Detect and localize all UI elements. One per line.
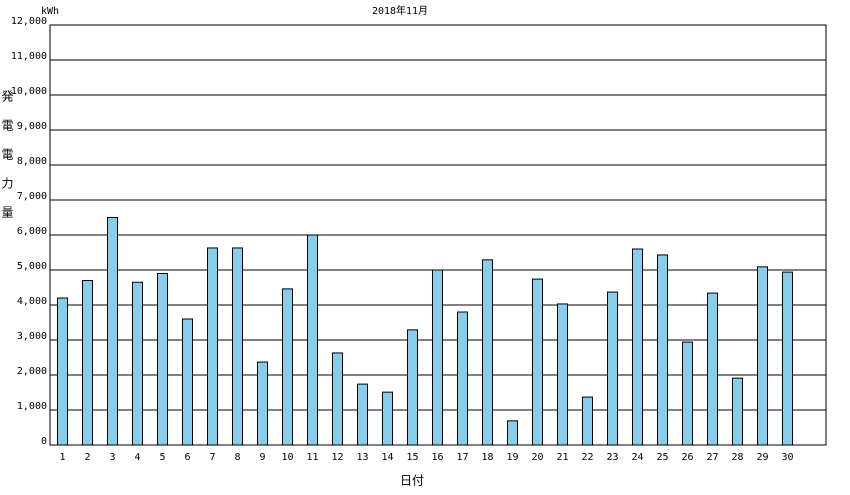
y-tick-label: 12,000: [11, 16, 47, 27]
x-tick-label: 7: [209, 452, 215, 463]
y-tick-label: 6,000: [17, 226, 47, 237]
x-tick-label: 25: [656, 452, 668, 463]
x-tick-label: 8: [234, 452, 240, 463]
y-tick-label: 8,000: [17, 156, 47, 167]
x-tick-label: 6: [184, 452, 190, 463]
bar: [582, 396, 593, 446]
x-tick-label: 28: [731, 452, 743, 463]
bar: [57, 297, 68, 446]
bar: [782, 271, 793, 446]
x-tick-label: 19: [506, 452, 518, 463]
x-tick-label: 11: [306, 452, 318, 463]
bar: [307, 234, 318, 446]
x-tick-label: 29: [756, 452, 768, 463]
x-tick-label: 30: [781, 452, 793, 463]
x-tick-label: 20: [531, 452, 543, 463]
x-tick-label: 24: [631, 452, 643, 463]
x-tick-label: 17: [456, 452, 468, 463]
bar: [407, 329, 418, 446]
x-tick-label: 26: [681, 452, 693, 463]
x-tick-label: 5: [159, 452, 165, 463]
bar: [432, 269, 443, 446]
x-tick-label: 4: [134, 452, 140, 463]
bar: [732, 377, 743, 446]
x-tick-label: 16: [431, 452, 443, 463]
x-tick-label: 23: [606, 452, 618, 463]
x-tick-label: 3: [109, 452, 115, 463]
bar: [607, 291, 618, 446]
x-tick-label: 1: [59, 452, 65, 463]
y-axis-label: 発電電力量: [0, 90, 14, 235]
x-tick-label: 9: [259, 452, 265, 463]
y-tick-label: 2,000: [17, 366, 47, 377]
y-tick-label: 10,000: [11, 86, 47, 97]
x-tick-label: 18: [481, 452, 493, 463]
bar: [232, 247, 243, 446]
bar: [82, 280, 93, 446]
bar: [507, 420, 518, 446]
y-tick-label: 0: [41, 436, 47, 447]
bar: [282, 288, 293, 446]
y-tick-label: 1,000: [17, 401, 47, 412]
x-tick-label: 12: [331, 452, 343, 463]
bar: [632, 248, 643, 446]
y-tick-label: 3,000: [17, 331, 47, 342]
bar: [357, 383, 368, 446]
bar: [557, 303, 568, 446]
bar: [157, 273, 168, 446]
x-tick-label: 13: [356, 452, 368, 463]
x-tick-label: 2: [84, 452, 90, 463]
x-tick-label: 21: [556, 452, 568, 463]
y-tick-label: 5,000: [17, 261, 47, 272]
y-tick-label: 11,000: [11, 51, 47, 62]
bar: [132, 281, 143, 446]
x-tick-label: 14: [381, 452, 393, 463]
bar: [257, 361, 268, 446]
bar: [532, 278, 543, 446]
unit-label: kWh: [41, 6, 59, 17]
bar: [457, 311, 468, 446]
bar: [332, 352, 343, 446]
bar: [657, 254, 668, 446]
y-tick-label: 4,000: [17, 296, 47, 307]
bar: [182, 318, 193, 446]
bar: [482, 259, 493, 446]
x-tick-label: 22: [581, 452, 593, 463]
chart-title: 2018年11月: [372, 4, 428, 17]
y-tick-label: 7,000: [17, 191, 47, 202]
y-tick-label: 9,000: [17, 121, 47, 132]
x-tick-label: 27: [706, 452, 718, 463]
x-tick-label: 10: [281, 452, 293, 463]
bar: [757, 266, 768, 446]
bar: [382, 391, 393, 446]
bar: [682, 341, 693, 446]
x-axis-label: 日付: [400, 474, 424, 488]
x-tick-label: 15: [406, 452, 418, 463]
bar: [207, 247, 218, 446]
bar: [107, 217, 118, 446]
bar: [707, 292, 718, 446]
